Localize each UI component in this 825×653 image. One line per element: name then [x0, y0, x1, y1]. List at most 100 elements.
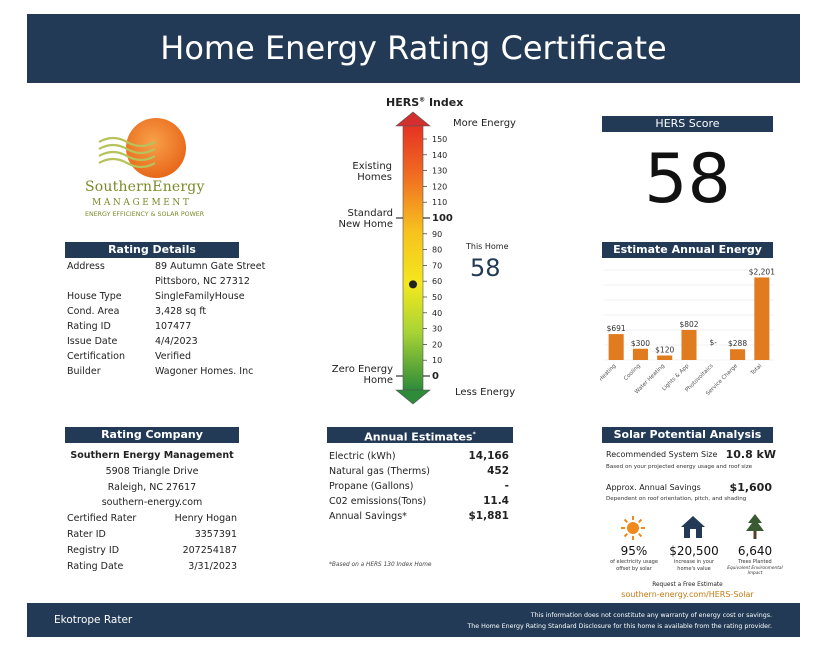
usage-category-label: Heating	[600, 363, 618, 382]
hers-tick-label: 10	[432, 356, 442, 365]
footer-rater-label: Ekotrope Rater	[54, 614, 133, 626]
usage-value-label: $802	[679, 320, 698, 329]
solar-offset-caption: of electricity usage offset by solar	[610, 559, 658, 572]
solar-offset-value: 95%	[620, 544, 648, 558]
hers-tick-label: 70	[432, 261, 442, 270]
estimate-row: Annual Savings* $1,881	[329, 510, 509, 522]
estimate-row: Electric (kWh) 14,166	[329, 450, 509, 462]
this-home-value: 58	[470, 254, 501, 282]
hers-tick-label: 130	[432, 167, 447, 176]
company-row: Rating Date 3/31/2023	[67, 561, 237, 572]
tree-icon	[746, 514, 764, 539]
certificate-footer: Ekotrope Rater This information does not…	[27, 603, 800, 637]
more-energy-label: More Energy	[453, 118, 516, 129]
annual-estimates-list: Electric (kWh) 14,166 Natural gas (Therms…	[329, 449, 509, 524]
system-size-note: Based on your projected energy usage and…	[606, 464, 753, 470]
usage-category-label: Total	[749, 363, 763, 377]
existing-homes-label: Existing Homes	[352, 161, 392, 183]
hers-tick-label: 60	[432, 277, 442, 286]
solar-link[interactable]: southern-energy.com/HERS-Solar	[621, 590, 754, 599]
usage-bar	[681, 329, 697, 360]
hers-tick-label: 0	[432, 371, 439, 382]
hers-tick-label: 110	[432, 198, 447, 207]
detail-row: House Type SingleFamilyHouse	[67, 291, 245, 302]
estimate-row: Propane (Gallons) -	[329, 480, 509, 492]
down-arrow-icon	[395, 389, 431, 405]
estimates-footnote: *Based on a HERS 130 Index Home	[329, 562, 432, 568]
system-size-row: Recommended System Size 10.8 kW	[606, 448, 776, 461]
estimate-row: C02 emissions(Tons) 11.4	[329, 495, 509, 507]
home-value-caption: increase in your home's value	[673, 559, 715, 572]
sun-icon	[621, 516, 645, 540]
hers-score-value: 58	[644, 140, 731, 219]
less-energy-label: Less Energy	[455, 387, 516, 398]
southern-energy-logo	[85, 112, 225, 222]
usage-value-label: $2,201	[749, 267, 775, 276]
hers-tick-label: 40	[432, 309, 442, 318]
usage-value-label: $691	[607, 324, 626, 333]
detail-row: Issue Date 4/4/2023	[67, 336, 198, 347]
detail-row: Rating ID 107477	[67, 321, 192, 332]
certificate-header: Home Energy Rating Certificate	[27, 14, 800, 83]
hers-tick-label: 20	[432, 340, 442, 349]
trees-planted-caption: Trees Planted Equivalent Environmental I…	[727, 559, 783, 576]
logo-company-name: SouthernEnergy	[85, 179, 205, 195]
rating-details-list: Address 89 Autumn Gate Street Pittsboro, …	[67, 259, 287, 379]
usage-value-label: $-	[710, 338, 718, 347]
company-website: southern-energy.com	[101, 497, 203, 508]
hers-tick-label: 50	[432, 293, 442, 302]
footer-disclaimer-2: The Home Energy Rating Standard Disclosu…	[467, 623, 772, 630]
house-icon	[681, 516, 705, 538]
standard-new-home-label: Standard New Home	[338, 208, 393, 230]
page-title: Home Energy Rating Certificate	[160, 29, 667, 67]
rating-details-heading: Rating Details	[65, 242, 239, 258]
annual-savings-note: Dependent on roof orientation, pitch, an…	[606, 496, 747, 502]
usage-bar	[730, 349, 746, 360]
company-row: Certified Rater Henry Hogan	[67, 513, 237, 524]
home-value-increase: $20,500	[669, 544, 719, 558]
company-details-list: Certified Rater Henry Hogan Rater ID 33573…	[67, 511, 237, 575]
request-estimate-text: Request a Free Estimate	[652, 582, 723, 588]
hers-tick-label: 100	[432, 213, 453, 224]
this-home-label: This Home	[466, 242, 509, 251]
estimate-row: Natural gas (Therms) 452	[329, 465, 509, 477]
solar-heading: Solar Potential Analysis	[602, 427, 773, 443]
hers-tick-label: 150	[432, 135, 447, 144]
sun-logo-icon	[98, 118, 186, 178]
usage-value-label: $288	[728, 339, 747, 348]
trees-planted-value: 6,640	[737, 544, 773, 558]
hers-gradient-bar	[402, 125, 424, 391]
usage-value-label: $120	[655, 346, 674, 355]
this-home-marker	[409, 280, 417, 289]
detail-row: Builder Wagoner Homes. Inc	[67, 366, 254, 377]
company-row: Rater ID 3357391	[67, 529, 237, 540]
annual-estimates-heading: Annual Estimates*	[327, 427, 513, 444]
company-name: Southern Energy Management	[70, 450, 234, 461]
up-arrow-icon	[395, 111, 431, 127]
hers-tick-label: 80	[432, 246, 442, 255]
company-address-line1: 5908 Triangle Drive	[105, 466, 199, 477]
hers-tick-label: 140	[432, 151, 447, 160]
detail-row: Pittsboro, NC 27312	[155, 276, 250, 287]
detail-row: Address 89 Autumn Gate Street	[67, 261, 266, 272]
company-row: Registry ID 207254187	[67, 545, 237, 556]
annual-savings-row: Approx. Annual Savings $1,600	[606, 481, 772, 494]
hers-index-title: HERS® Index	[386, 96, 464, 109]
company-address-line2: Raleigh, NC 27617	[107, 482, 197, 493]
rating-company-heading: Rating Company	[65, 427, 239, 443]
footer-disclaimer-1: This information does not constitute any…	[530, 612, 772, 619]
annual-usage-heading: Estimate Annual Energy Usage	[602, 242, 773, 272]
usage-value-label: $300	[631, 339, 650, 348]
hers-tick-label: 90	[432, 230, 442, 239]
usage-bar	[657, 355, 673, 360]
detail-row: Cond. Area 3,428 sq ft	[67, 306, 207, 317]
usage-bar	[632, 348, 648, 360]
hers-tick-label: 120	[432, 182, 447, 191]
logo-management: MANAGEMENT	[92, 198, 192, 208]
usage-category-label: Cooling	[623, 363, 642, 382]
hers-score-heading: HERS Score	[602, 116, 773, 132]
usage-bar	[608, 334, 624, 360]
detail-row: Certification Verified	[67, 351, 192, 362]
